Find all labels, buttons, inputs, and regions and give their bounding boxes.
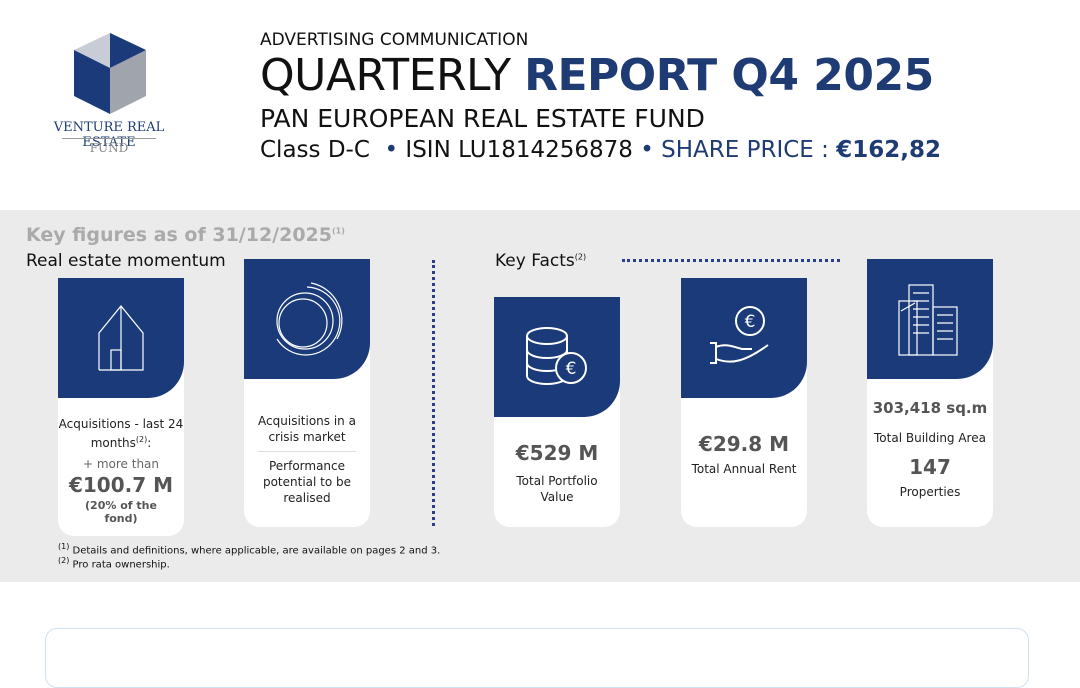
facts-title-text: Key Facts bbox=[495, 251, 575, 271]
fund-name: PAN EUROPEAN REAL ESTATE FUND bbox=[260, 104, 705, 133]
label: Total Annual Rent bbox=[691, 462, 797, 476]
prefix: + more than bbox=[82, 457, 160, 471]
facts-title: Key Facts(2) bbox=[495, 251, 586, 271]
note-marker: (2) bbox=[135, 435, 148, 444]
value: 303,418 sq.m bbox=[872, 399, 988, 417]
value: €529 M bbox=[515, 441, 599, 465]
logo-sub: FUND bbox=[89, 141, 129, 155]
coins-icon: € bbox=[526, 327, 587, 385]
hand-coin-icon: € bbox=[710, 306, 769, 364]
class: Class D-C bbox=[260, 137, 370, 163]
value: €100.7 M bbox=[68, 473, 174, 497]
label: Acquisitions in a crisis market bbox=[258, 414, 356, 444]
panel bbox=[45, 628, 1029, 688]
kicker: ADVERTISING COMMUNICATION bbox=[260, 30, 529, 50]
label-text: Acquisitions - last 24 months bbox=[58, 417, 184, 450]
card: € €29.8 M Total Annual Rent bbox=[681, 278, 807, 527]
separator: • bbox=[640, 137, 654, 163]
divider bbox=[432, 260, 435, 526]
logo-mark bbox=[74, 33, 146, 114]
label: Total Building Area bbox=[874, 431, 986, 445]
svg-text:€: € bbox=[745, 312, 756, 332]
svg-text:€: € bbox=[566, 359, 577, 379]
note-marker: (2) bbox=[574, 252, 587, 262]
momentum-title: Real estate momentum bbox=[26, 251, 226, 271]
label: Properties bbox=[899, 485, 961, 499]
card: Acquisitions - last 24 months(2): + more… bbox=[58, 278, 184, 536]
title-bold: REPORT Q4 2025 bbox=[524, 50, 934, 101]
note-marker: (1) bbox=[332, 226, 345, 236]
isin: ISIN LU1814256878 bbox=[405, 137, 633, 163]
buildings-icon bbox=[898, 284, 958, 356]
card: € €529 M Total Portfolio Value bbox=[494, 297, 620, 527]
card: Acquisitions in a crisis market Performa… bbox=[244, 259, 370, 527]
card: 303,418 sq.m Total Building Area 147 Pro… bbox=[867, 259, 993, 527]
footnote: (1) Details and definitions, where appli… bbox=[58, 542, 440, 556]
value: 147 bbox=[909, 455, 951, 479]
note-marker: (2) bbox=[58, 556, 70, 565]
key-figures-title-text: Key figures as of 31/12/2025 bbox=[26, 224, 332, 246]
label: Performance potential to be realised bbox=[258, 451, 356, 506]
price: €162,82 bbox=[836, 137, 941, 163]
label: Total Portfolio Value bbox=[516, 474, 598, 504]
label: Acquisitions - last 24 months(2): bbox=[58, 416, 184, 451]
circles-icon bbox=[276, 282, 343, 356]
title: QUARTERLY REPORT Q4 2025 bbox=[260, 50, 934, 101]
value: €29.8 M bbox=[698, 432, 790, 456]
footnote-text: Details and definitions, where applicabl… bbox=[72, 545, 441, 557]
divider bbox=[622, 259, 840, 262]
footnote-text: Pro rata ownership. bbox=[72, 559, 170, 571]
house-icon bbox=[98, 305, 144, 371]
share-line: Class D-C • ISIN LU1814256878 • SHARE PR… bbox=[260, 137, 941, 163]
key-figures-title: Key figures as of 31/12/2025(1) bbox=[26, 224, 345, 246]
note-marker: (1) bbox=[58, 542, 70, 551]
label-suffix: : bbox=[147, 436, 152, 450]
title-light: QUARTERLY bbox=[260, 50, 511, 101]
detail: (20% of the fond) bbox=[85, 499, 157, 525]
price-label: SHARE PRICE : bbox=[661, 137, 829, 163]
separator: • bbox=[384, 137, 399, 163]
footnote: (2) Pro rata ownership. bbox=[58, 556, 170, 570]
